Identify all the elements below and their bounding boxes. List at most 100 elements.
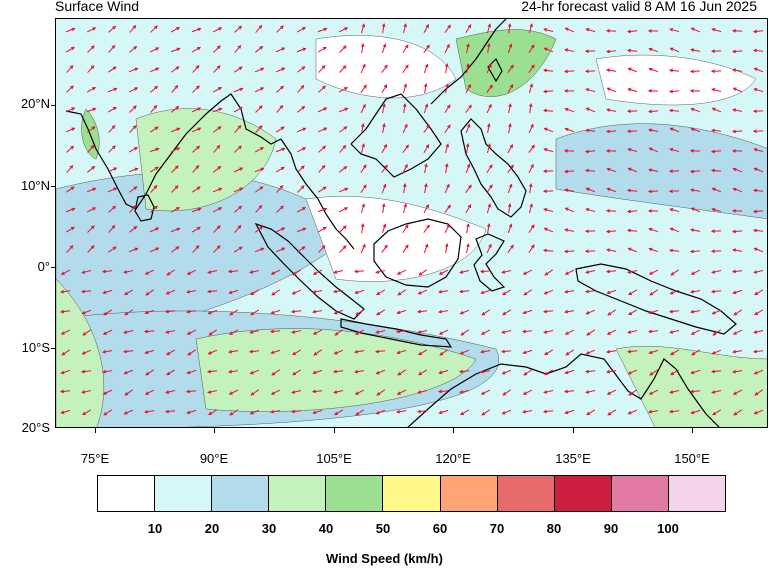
wind-arrow: [689, 69, 701, 74]
wind-arrow-head: [732, 290, 737, 295]
wind-arrow: [626, 209, 638, 214]
wind-arrow: [228, 349, 239, 354]
wind-arrow: [270, 309, 281, 315]
wind-arrow-shaft: [544, 330, 554, 334]
wind-arrow-head: [361, 203, 366, 208]
wind-arrow-shaft: [486, 85, 493, 93]
wind-arrow-head: [669, 28, 674, 32]
wind-arrow-shaft: [417, 310, 428, 313]
wind-arrow: [86, 187, 97, 193]
wind-arrow: [254, 87, 265, 93]
wind-arrow-head: [647, 29, 652, 33]
wind-arrow: [542, 89, 554, 94]
wind-arrow-head: [81, 390, 86, 394]
wind-arrow: [754, 289, 764, 296]
wind-arrow-head: [606, 290, 611, 295]
wind-arrow-shaft: [691, 108, 701, 113]
wind-arrow: [522, 349, 533, 355]
wind-arrow-shaft: [501, 350, 512, 353]
wind-arrow: [544, 269, 554, 276]
wind-arrow-head: [647, 329, 653, 334]
wind-arrow: [360, 84, 367, 93]
wind-arrow-head: [402, 183, 407, 188]
wind-arrow: [86, 107, 97, 113]
wind-arrow: [381, 22, 386, 34]
wind-arrow-shaft: [275, 166, 285, 173]
wind-map-canvas: [56, 19, 767, 427]
wind-arrow: [668, 68, 680, 73]
wind-arrow: [170, 207, 181, 213]
wind-arrow-shaft: [444, 84, 449, 94]
wind-arrow-shaft: [628, 67, 638, 73]
wind-arrow: [87, 245, 95, 253]
wind-arrow-shaft: [543, 410, 554, 413]
wind-arrow: [543, 289, 554, 295]
wind-arrow-shaft: [87, 45, 95, 53]
wind-arrow: [249, 369, 260, 375]
wind-arrow: [149, 47, 160, 53]
wind-arrow-head: [164, 309, 170, 314]
lat-label-0: 0°: [37, 259, 50, 274]
wind-arrow-shaft: [459, 290, 470, 293]
wind-arrow: [87, 225, 95, 233]
wind-arrow-head: [445, 83, 449, 88]
wind-arrow: [191, 46, 201, 53]
legend-label: 10: [147, 521, 163, 536]
wind-arrow-head: [424, 183, 428, 188]
wind-arrow-head: [281, 67, 286, 71]
wind-arrow-head: [404, 163, 408, 168]
wind-arrow: [171, 84, 179, 93]
wind-arrow-head: [731, 209, 736, 213]
legend-swatch: [497, 476, 555, 511]
legend-swatch: [155, 476, 213, 511]
wind-arrow-head: [59, 389, 65, 394]
wind-arrow-shaft: [523, 349, 533, 354]
wind-arrow-shaft: [191, 107, 201, 113]
wind-arrow-shaft: [66, 65, 74, 73]
wind-arrow-head: [217, 165, 222, 170]
wind-arrow-shaft: [712, 329, 722, 336]
wind-arrow: [317, 186, 327, 193]
wind-arrow-head: [647, 109, 652, 114]
wind-arrow: [332, 369, 344, 374]
wind-arrow: [402, 244, 409, 254]
wind-arrow-head: [668, 189, 673, 194]
wind-arrow-shaft: [86, 207, 96, 213]
legend-label: 100: [657, 521, 679, 536]
wind-arrow-head: [103, 311, 108, 316]
wind-arrow: [543, 47, 554, 53]
wind-arrow-head: [444, 63, 449, 68]
wind-arrow-head: [404, 123, 408, 128]
wind-arrow-head: [605, 209, 610, 213]
wind-arrow-shaft: [691, 49, 701, 52]
wind-arrow-shaft: [338, 27, 348, 33]
wind-arrow: [229, 309, 239, 316]
wind-arrow-head: [544, 371, 549, 376]
wind-arrow: [291, 330, 302, 334]
wind-arrow-shaft: [585, 150, 596, 153]
wind-arrow: [103, 309, 113, 316]
wind-arrow: [522, 389, 533, 395]
wind-arrow-shaft: [528, 124, 534, 134]
wind-arrow: [128, 67, 139, 73]
wind-arrow-shaft: [355, 370, 365, 373]
wind-arrow-shaft: [103, 370, 113, 373]
wind-arrow-shaft: [649, 248, 659, 253]
wind-arrow: [228, 289, 239, 295]
wind-arrow: [605, 149, 617, 153]
wind-arrow: [507, 202, 512, 214]
wind-arrow: [186, 269, 197, 275]
wind-arrow: [486, 184, 493, 194]
wind-arrow: [171, 246, 180, 253]
wind-arrow: [689, 249, 701, 254]
wind-arrow-head: [529, 23, 533, 28]
wind-arrow-shaft: [627, 189, 638, 192]
wind-arrow-head: [323, 127, 328, 131]
wind-arrow: [458, 289, 470, 294]
wind-arrow-shaft: [124, 270, 134, 273]
wind-arrow-shaft: [712, 309, 722, 315]
wind-arrow: [752, 188, 764, 193]
wind-arrow-shaft: [423, 64, 429, 74]
wind-arrow-head: [522, 391, 527, 395]
wind-arrow: [166, 269, 176, 276]
